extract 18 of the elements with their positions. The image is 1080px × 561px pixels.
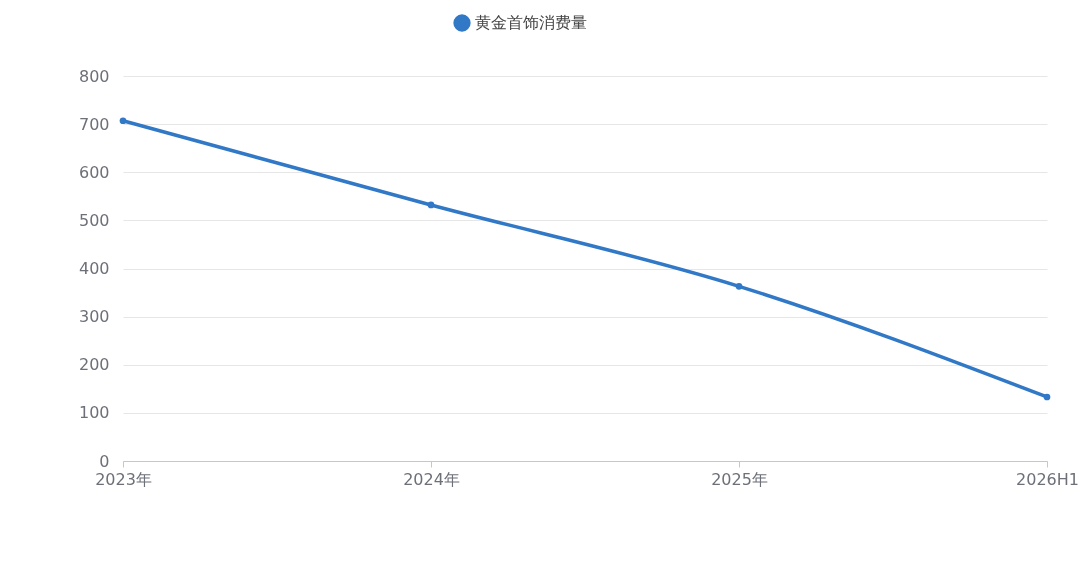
y-tick-label: 300 bbox=[78, 307, 110, 327]
y-tick-label: 800 bbox=[78, 66, 110, 86]
x-tick-label: 2023年 bbox=[95, 469, 152, 489]
y-tick-label: 100 bbox=[78, 403, 110, 423]
y-tick-label: 700 bbox=[78, 114, 110, 134]
point bbox=[427, 201, 435, 209]
legend-label: 黄金首饰消费量 bbox=[475, 13, 587, 32]
point bbox=[735, 282, 743, 290]
y-tick-label: 600 bbox=[78, 162, 110, 182]
y-tick-label: 400 bbox=[78, 259, 110, 278]
x-tick-label: 2026H1 bbox=[1016, 469, 1079, 489]
x-tick-label: 2024年 bbox=[403, 469, 460, 489]
x-tick-label: 2025年 bbox=[711, 469, 768, 489]
point bbox=[1043, 393, 1051, 401]
point bbox=[119, 117, 127, 125]
y-tick-label: 200 bbox=[78, 355, 110, 375]
y-tick-label: 0 bbox=[99, 451, 110, 471]
y-tick-label: 500 bbox=[78, 210, 110, 230]
